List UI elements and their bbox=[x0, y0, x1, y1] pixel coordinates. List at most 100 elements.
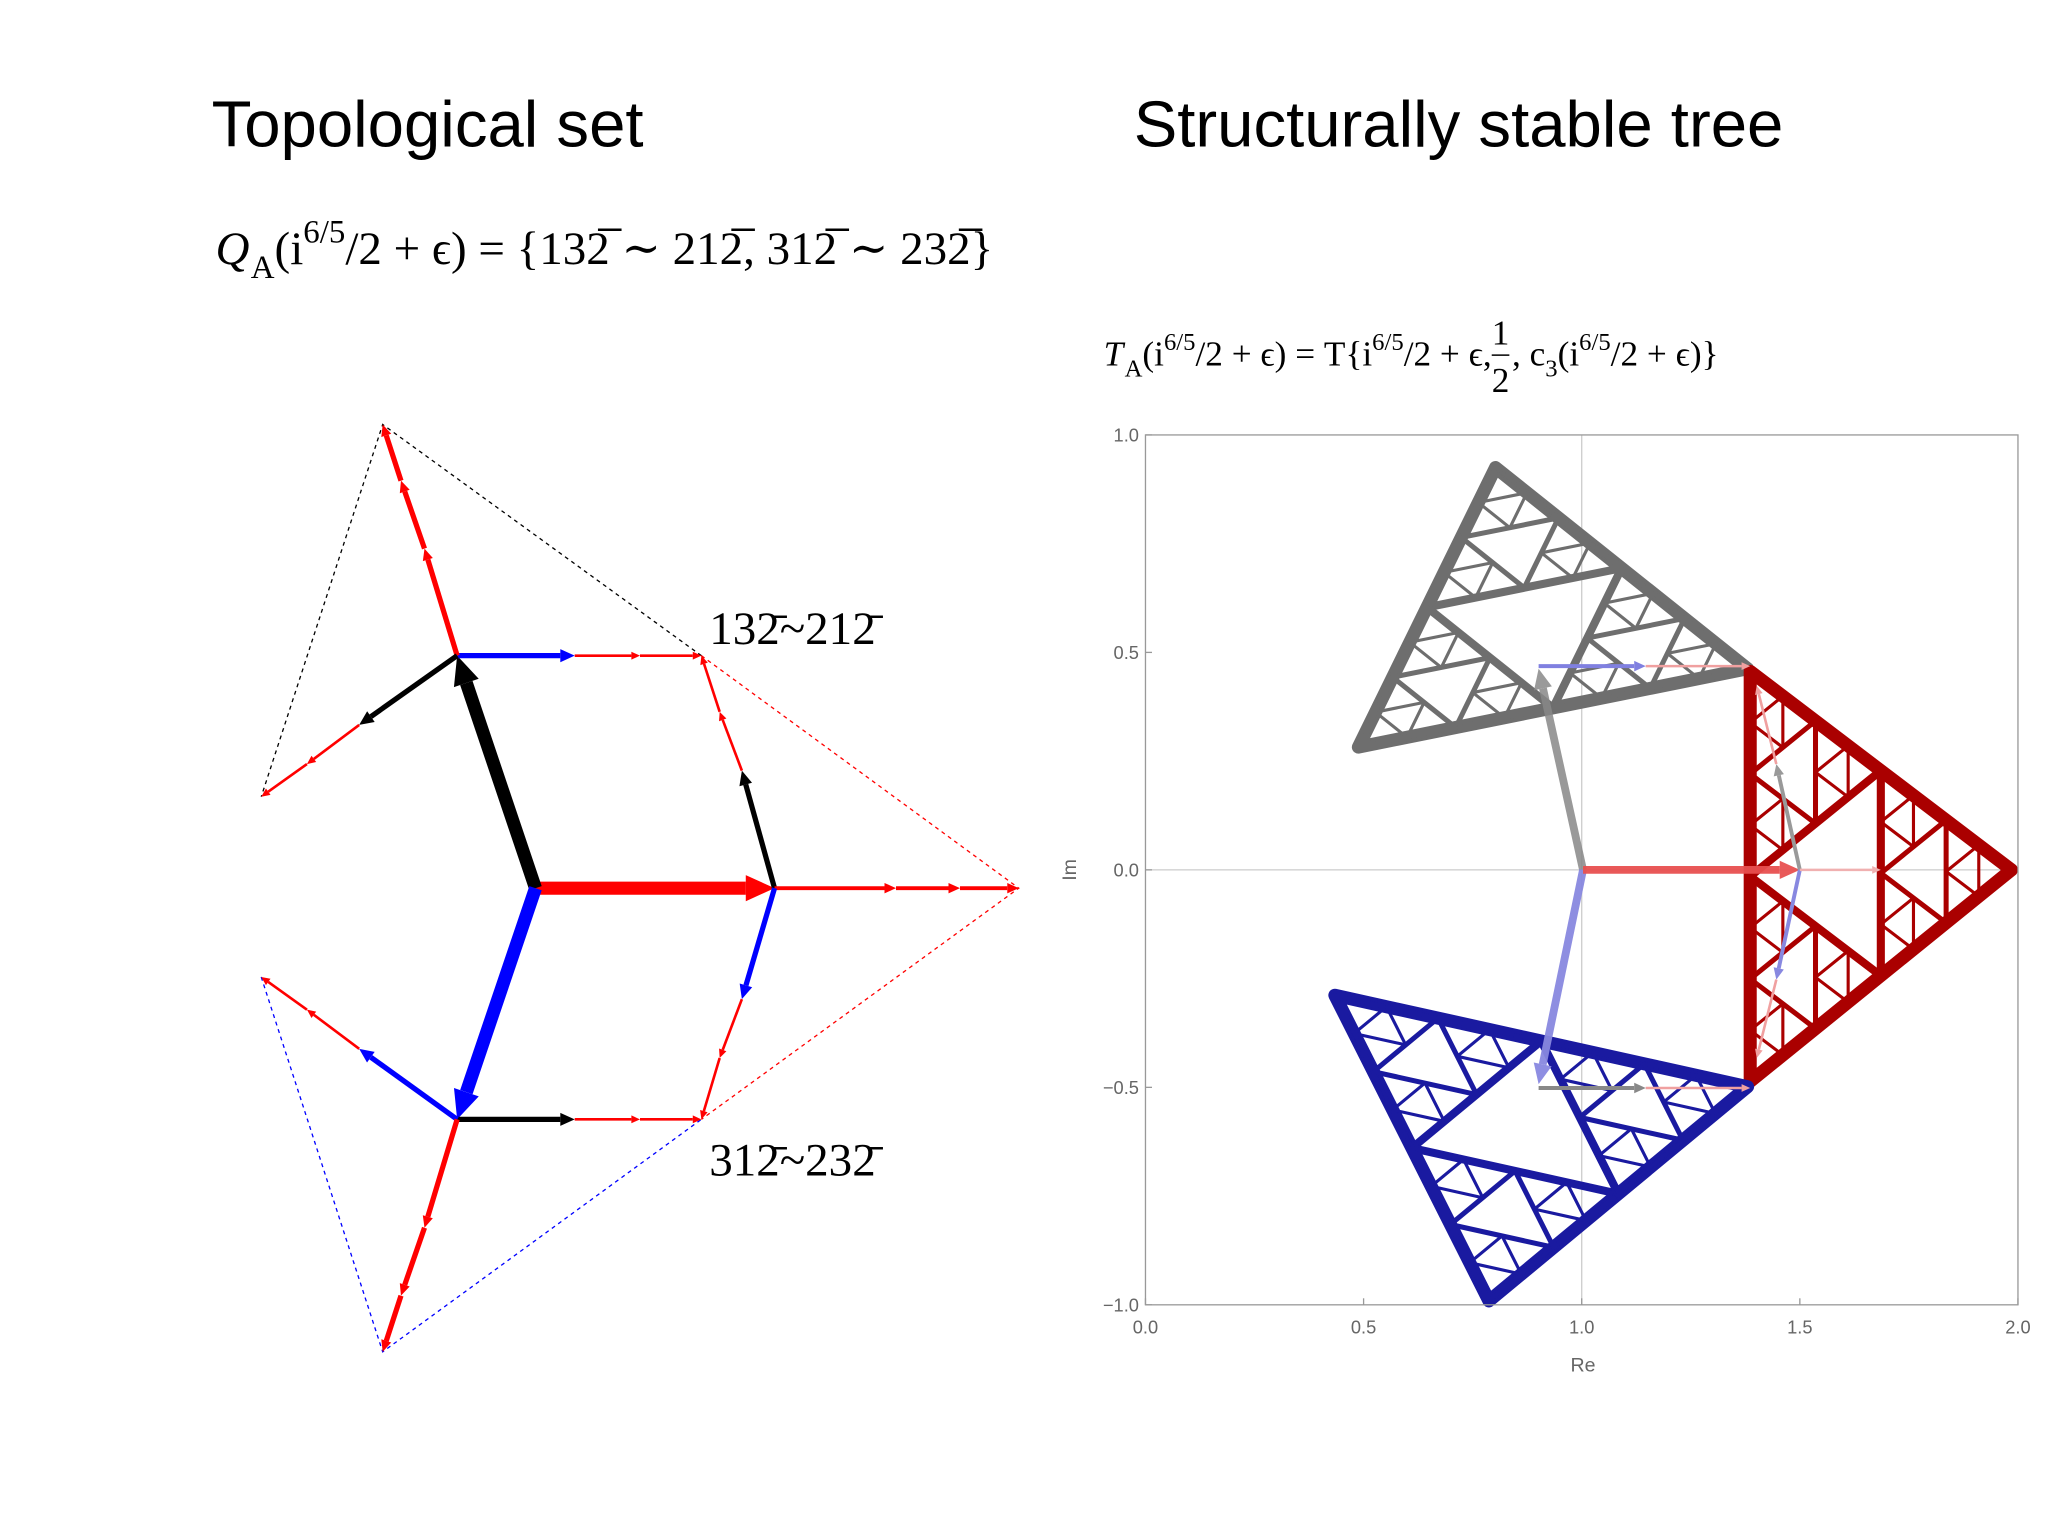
x-tick-label: 1.0 bbox=[1569, 1317, 1594, 1338]
arrow-head bbox=[1634, 660, 1646, 672]
fractal bbox=[1571, 541, 1624, 580]
arrow-shaft bbox=[702, 663, 721, 713]
fractal bbox=[1405, 700, 1458, 739]
arrow-shaft bbox=[402, 1226, 427, 1286]
y-tick-label: −0.5 bbox=[1103, 1077, 1139, 1098]
fractal bbox=[1471, 656, 1524, 695]
fractal bbox=[1846, 744, 1883, 799]
fractal bbox=[1748, 1028, 1785, 1084]
fractal bbox=[1911, 793, 1948, 849]
arrow-head bbox=[719, 1048, 727, 1058]
fractal bbox=[1488, 1027, 1543, 1070]
fractal bbox=[1352, 1031, 1408, 1074]
fractal bbox=[1748, 926, 1785, 981]
formula-part: A bbox=[251, 250, 275, 286]
x-tick-label: 0.0 bbox=[1133, 1317, 1158, 1338]
fractal bbox=[1748, 669, 1785, 725]
fractal bbox=[1373, 675, 1426, 714]
fractal bbox=[1425, 570, 1478, 609]
fractal bbox=[1781, 694, 1818, 749]
arrow-head bbox=[1773, 764, 1784, 777]
arrow-head bbox=[1741, 1084, 1751, 1092]
fractal bbox=[1551, 671, 1604, 710]
arrow-head bbox=[359, 1048, 375, 1063]
arrow-head bbox=[1755, 1048, 1763, 1058]
arrow-head bbox=[745, 875, 775, 902]
arrow-head bbox=[453, 1087, 479, 1120]
formula-part: /2 + ϵ) = T{i bbox=[1195, 335, 1372, 374]
fractal bbox=[1371, 1070, 1427, 1112]
fractal bbox=[1879, 871, 1916, 926]
fractal bbox=[1513, 1169, 1569, 1211]
formula: Q A (i 6/5/2 + ϵ) = {132̅ ∼ 212̅, 312̅ ∼ 23… bbox=[216, 215, 994, 286]
formula-part: A bbox=[1125, 355, 1143, 382]
arrow-head bbox=[1533, 1062, 1552, 1085]
arrow-shaft bbox=[460, 680, 542, 891]
arrow-shaft bbox=[383, 434, 404, 482]
arrow-shaft bbox=[369, 1055, 459, 1122]
formula-part: 3 bbox=[1545, 355, 1557, 382]
fractal bbox=[1591, 1050, 1646, 1093]
arrow-shaft bbox=[383, 1294, 404, 1342]
fractal bbox=[1459, 500, 1512, 540]
fractal bbox=[1502, 681, 1555, 720]
x-tick-label: 0.5 bbox=[1351, 1317, 1376, 1338]
fractal bbox=[1748, 823, 1785, 878]
formula-part: 6/5 bbox=[1372, 329, 1404, 356]
arrow-shaft bbox=[313, 723, 360, 760]
fractal bbox=[1944, 869, 1981, 925]
formula-part: , c bbox=[1512, 335, 1545, 374]
fractal bbox=[1748, 721, 1785, 776]
arrow-head bbox=[381, 424, 392, 438]
fractal bbox=[1781, 899, 1818, 955]
formula-part: (i bbox=[275, 223, 304, 275]
fractal bbox=[1694, 1073, 1750, 1116]
fractal bbox=[1508, 491, 1561, 530]
arrow-head bbox=[261, 976, 271, 986]
arrow-head bbox=[948, 882, 960, 894]
fractal bbox=[1597, 1154, 1653, 1196]
arrow-shaft bbox=[1539, 687, 1587, 871]
fractal bbox=[1454, 691, 1506, 730]
fractal bbox=[1781, 797, 1818, 852]
fractal bbox=[1813, 924, 1850, 979]
fractal bbox=[1539, 1039, 1595, 1081]
fractal bbox=[1634, 591, 1687, 630]
fractal bbox=[1911, 896, 1948, 951]
x-tick-label: 1.5 bbox=[1787, 1317, 1812, 1338]
arrow-head bbox=[1755, 685, 1763, 696]
arrow-head bbox=[560, 1112, 575, 1126]
fractal bbox=[1748, 874, 1785, 930]
arrow-head bbox=[719, 711, 727, 722]
arrow-head bbox=[306, 755, 317, 765]
fractal bbox=[1813, 719, 1850, 774]
arrow-shaft bbox=[425, 558, 460, 657]
fractal bbox=[1384, 1005, 1440, 1047]
formula-part: /2 + ϵ, bbox=[1404, 335, 1492, 374]
fractal bbox=[1439, 630, 1492, 669]
arrow-shaft bbox=[425, 1118, 460, 1218]
arrow-head bbox=[700, 655, 708, 666]
fractal bbox=[1500, 1234, 1556, 1276]
formula-part: 6/5 bbox=[303, 215, 345, 251]
fractal bbox=[1410, 1146, 1466, 1188]
arrow-head bbox=[739, 983, 753, 1000]
arrow-shaft bbox=[721, 719, 744, 772]
fractal bbox=[1602, 566, 1655, 605]
arrow-head bbox=[422, 548, 433, 562]
fractal bbox=[1539, 516, 1592, 555]
fractal bbox=[1813, 770, 1850, 826]
arrow-head bbox=[560, 649, 575, 663]
arrow-shaft bbox=[402, 490, 427, 550]
fractal bbox=[1558, 1077, 1614, 1119]
fractal bbox=[1944, 818, 1981, 874]
fractal bbox=[1356, 710, 1409, 749]
fractal bbox=[1448, 1222, 1504, 1265]
fractal bbox=[1474, 561, 1526, 600]
fractal bbox=[1391, 1108, 1446, 1150]
arrow-shaft bbox=[1776, 869, 1802, 969]
topological-diagram: 132̄~212̄ 312̄~232̄ bbox=[260, 423, 1020, 1353]
x-tick-label: 2.0 bbox=[2005, 1317, 2030, 1338]
arrow-head bbox=[631, 651, 640, 660]
diagram-label: 132̄~212̄ bbox=[709, 603, 883, 655]
